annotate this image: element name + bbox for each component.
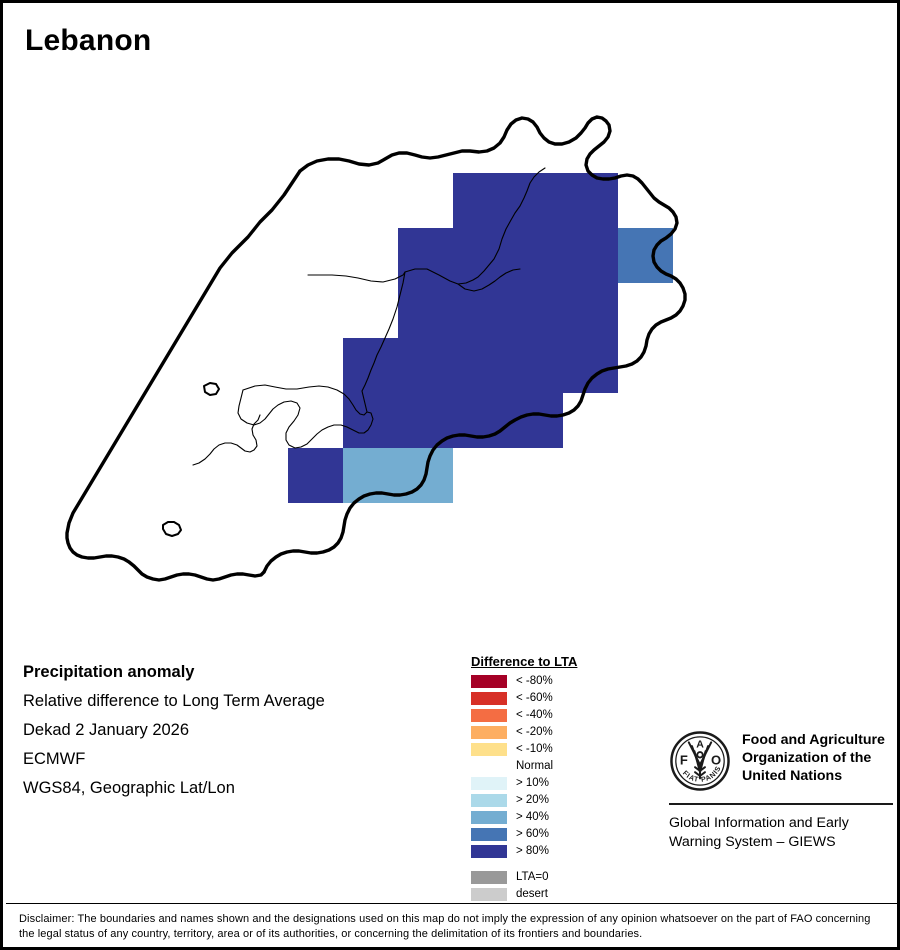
legend-item-row[interactable]: > 60% bbox=[471, 826, 661, 843]
giews-name: Global Information and Early Warning Sys… bbox=[669, 814, 895, 852]
coastline bbox=[65, 169, 302, 582]
legend-item-label: < -20% bbox=[516, 726, 553, 738]
raster-cell bbox=[398, 228, 453, 283]
info-line-dekad: Dekad 2 January 2026 bbox=[23, 721, 190, 739]
info-line-relative-difference: Relative difference to Long Term Average bbox=[23, 692, 325, 710]
legend-item-label: Normal bbox=[516, 760, 554, 772]
legend-item-row[interactable]: < -40% bbox=[471, 707, 661, 724]
legend-extra-item-swatch bbox=[471, 888, 507, 901]
legend-item-label: < -40% bbox=[516, 709, 553, 721]
legend-item-swatch bbox=[471, 811, 507, 824]
giews-line-1: Global Information and Early bbox=[669, 815, 849, 831]
fao-name-line-3: United Nations bbox=[742, 768, 843, 784]
legend-item-swatch bbox=[471, 828, 507, 841]
raster-cell bbox=[288, 448, 343, 503]
legend-extra-item-list: LTA=0 desert bbox=[471, 869, 661, 903]
fao-name-line-1: Food and Agriculture bbox=[742, 732, 885, 748]
legend-item-row[interactable]: Normal bbox=[471, 758, 661, 775]
map-info-block: Precipitation anomaly Relative differenc… bbox=[23, 658, 453, 803]
legend-item-swatch bbox=[471, 675, 507, 688]
raster-cell bbox=[343, 338, 398, 393]
coastal-detail bbox=[162, 382, 220, 537]
legend-extra-item-swatch bbox=[471, 871, 507, 884]
raster-cell bbox=[453, 338, 508, 393]
legend-item-swatch bbox=[471, 726, 507, 739]
legend: Difference to LTA < -80% < -60% < -40% < -2… bbox=[471, 654, 661, 903]
raster-cell bbox=[453, 393, 508, 448]
boundary-vector-layer bbox=[65, 115, 687, 582]
info-line-precipitation-anomaly: Precipitation anomaly bbox=[23, 663, 195, 681]
map-canvas[interactable] bbox=[3, 93, 897, 613]
legend-extra-item-label: LTA=0 bbox=[516, 871, 549, 883]
legend-item-row[interactable]: < -60% bbox=[471, 690, 661, 707]
legend-item-swatch bbox=[471, 692, 507, 705]
raster-cell bbox=[563, 228, 618, 283]
legend-item-swatch bbox=[471, 760, 507, 773]
svg-text:O: O bbox=[711, 753, 721, 768]
raster-cell bbox=[508, 173, 563, 228]
raster-cell bbox=[453, 283, 508, 338]
fao-organization-name: Food and Agriculture Organization of the… bbox=[742, 730, 885, 785]
raster-cell bbox=[398, 338, 453, 393]
legend-item-swatch bbox=[471, 845, 507, 858]
legend-item-label: > 80% bbox=[516, 845, 549, 857]
fao-logo-block: F O A FIAT PANIS Food and Agriculture Or… bbox=[669, 730, 895, 852]
legend-item-row[interactable]: < -80% bbox=[471, 673, 661, 690]
legend-item-list: < -80% < -60% < -40% < -20% < -10% Normal > 10… bbox=[471, 673, 661, 860]
raster-cell bbox=[508, 283, 563, 338]
info-line-source: ECMWF bbox=[23, 750, 86, 768]
raster-cell bbox=[563, 283, 618, 338]
legend-item-label: < -10% bbox=[516, 743, 553, 755]
legend-extra-item-row[interactable]: LTA=0 bbox=[471, 869, 661, 886]
legend-item-row[interactable]: > 40% bbox=[471, 809, 661, 826]
legend-item-label: < -60% bbox=[516, 692, 553, 704]
svg-text:F: F bbox=[680, 753, 688, 768]
fao-divider bbox=[669, 803, 893, 805]
legend-item-label: > 40% bbox=[516, 811, 549, 823]
legend-item-label: > 10% bbox=[516, 777, 549, 789]
legend-item-row[interactable]: > 80% bbox=[471, 843, 661, 860]
raster-cell bbox=[343, 393, 398, 448]
raster-cell bbox=[563, 338, 618, 393]
legend-item-label: > 60% bbox=[516, 828, 549, 840]
fao-header: F O A FIAT PANIS Food and Agriculture Or… bbox=[669, 730, 895, 792]
disclaimer-divider bbox=[6, 903, 897, 904]
legend-item-row[interactable]: < -10% bbox=[471, 741, 661, 758]
legend-item-row[interactable]: < -20% bbox=[471, 724, 661, 741]
raster-cell bbox=[398, 283, 453, 338]
legend-item-swatch bbox=[471, 777, 507, 790]
raster-cell bbox=[563, 173, 618, 228]
legend-item-row[interactable]: > 20% bbox=[471, 792, 661, 809]
disclaimer-text: Disclaimer: The boundaries and names sho… bbox=[19, 913, 871, 940]
raster-cell bbox=[453, 173, 508, 228]
raster-cell bbox=[508, 228, 563, 283]
legend-item-swatch bbox=[471, 743, 507, 756]
country-boundary bbox=[262, 115, 687, 574]
legend-extra-item-label: desert bbox=[516, 888, 548, 900]
legend-item-swatch bbox=[471, 794, 507, 807]
legend-extra-item-row[interactable]: desert bbox=[471, 886, 661, 903]
svg-text:A: A bbox=[696, 738, 704, 750]
admin-boundaries bbox=[192, 167, 546, 466]
legend-item-label: > 20% bbox=[516, 794, 549, 806]
info-line-projection: WGS84, Geographic Lat/Lon bbox=[23, 779, 235, 797]
page-title: Lebanon bbox=[25, 24, 152, 57]
legend-item-row[interactable]: > 10% bbox=[471, 775, 661, 792]
legend-spacer bbox=[471, 860, 661, 869]
legend-title: Difference to LTA bbox=[471, 654, 578, 669]
legend-item-label: < -80% bbox=[516, 675, 553, 687]
fao-emblem-icon: F O A FIAT PANIS bbox=[670, 731, 730, 791]
raster-cell bbox=[508, 338, 563, 393]
fao-name-line-2: Organization of the bbox=[742, 750, 872, 766]
giews-line-2: Warning System – GIEWS bbox=[669, 834, 836, 850]
legend-item-swatch bbox=[471, 709, 507, 722]
